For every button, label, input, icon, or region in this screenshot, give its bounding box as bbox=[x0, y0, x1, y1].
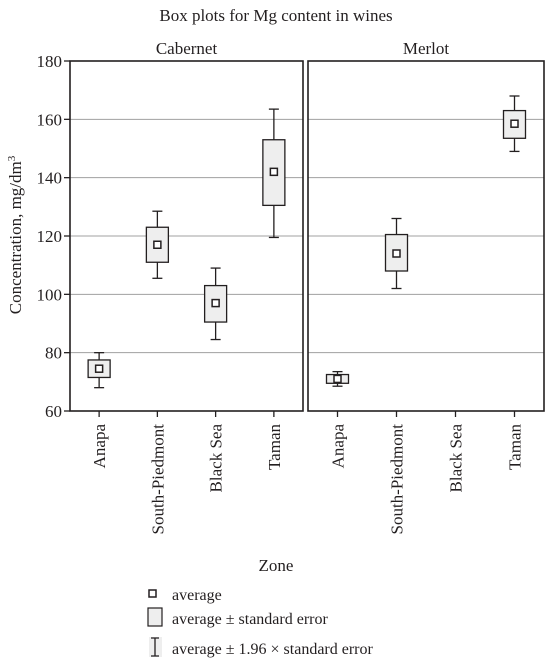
x-tick-label: South-Piedmont bbox=[148, 424, 167, 535]
x-tick-label: Taman bbox=[265, 424, 284, 471]
legend-mean-marker bbox=[148, 589, 157, 598]
y-tick-label: 100 bbox=[37, 285, 63, 304]
legend-label-average: average bbox=[172, 587, 222, 604]
panel-frame bbox=[307, 60, 545, 412]
box-south-piedmont bbox=[384, 217, 409, 290]
mean-marker bbox=[510, 119, 519, 128]
mean-marker bbox=[153, 240, 162, 249]
panel-merlot: Merlot Anapa South-Piedmont Black Sea Taman bbox=[307, 39, 545, 535]
box-taman bbox=[502, 95, 527, 153]
panels-group: Cabernet Anapa South-Piedmont Black Sea Tama… bbox=[69, 39, 545, 535]
x-tick-label: Anapa bbox=[329, 424, 348, 469]
legend: average average ± standard error average… bbox=[147, 587, 374, 658]
box-anapa bbox=[87, 352, 111, 389]
y-tick-label: 180 bbox=[37, 52, 63, 71]
x-tick-label: Taman bbox=[506, 424, 525, 471]
legend-item-confidence: average ± 1.96 × standard error bbox=[149, 637, 374, 658]
x-axis-label: Zone bbox=[259, 556, 294, 575]
chart-title: Box plots for Mg content in wines bbox=[159, 6, 392, 25]
mean-marker bbox=[211, 298, 220, 308]
x-tick-label: Black Sea bbox=[447, 424, 466, 493]
legend-label-standard-error: average ± standard error bbox=[172, 611, 328, 628]
y-tick-label: 160 bbox=[37, 110, 63, 129]
y-tick-label: 80 bbox=[45, 344, 62, 363]
x-tick-label: Black Sea bbox=[207, 424, 226, 493]
box-taman bbox=[262, 108, 286, 239]
legend-item-average: average bbox=[148, 587, 222, 604]
panel-title: Merlot bbox=[403, 39, 450, 58]
legend-label-confidence: average ± 1.96 × standard error bbox=[172, 641, 374, 658]
panel-cabernet: Cabernet Anapa South-Piedmont Black Sea Tama… bbox=[69, 39, 304, 535]
mean-marker bbox=[333, 374, 342, 384]
box-anapa bbox=[325, 370, 350, 387]
mean-marker bbox=[392, 249, 401, 258]
legend-item-standard-error: average ± standard error bbox=[147, 607, 328, 628]
x-tick-label: South-Piedmont bbox=[388, 424, 407, 535]
mean-marker bbox=[94, 364, 104, 373]
y-tick-label: 120 bbox=[37, 227, 63, 246]
mean-marker bbox=[269, 167, 279, 177]
box-south-piedmont bbox=[145, 210, 170, 279]
legend-box-marker bbox=[147, 607, 163, 627]
y-axis-label: Concentration, mg/dm3 bbox=[6, 155, 25, 314]
y-axis: 60 80 100 120 140 160 180 bbox=[37, 52, 70, 421]
y-tick-label: 140 bbox=[37, 169, 63, 188]
legend-whisker-marker bbox=[151, 637, 159, 657]
y-tick-label: 60 bbox=[45, 402, 62, 421]
box-black-sea bbox=[203, 267, 228, 341]
y-axis-label-superscript: 3 bbox=[6, 155, 18, 161]
panel-title: Cabernet bbox=[156, 39, 218, 58]
x-tick-label: Anapa bbox=[90, 424, 109, 469]
